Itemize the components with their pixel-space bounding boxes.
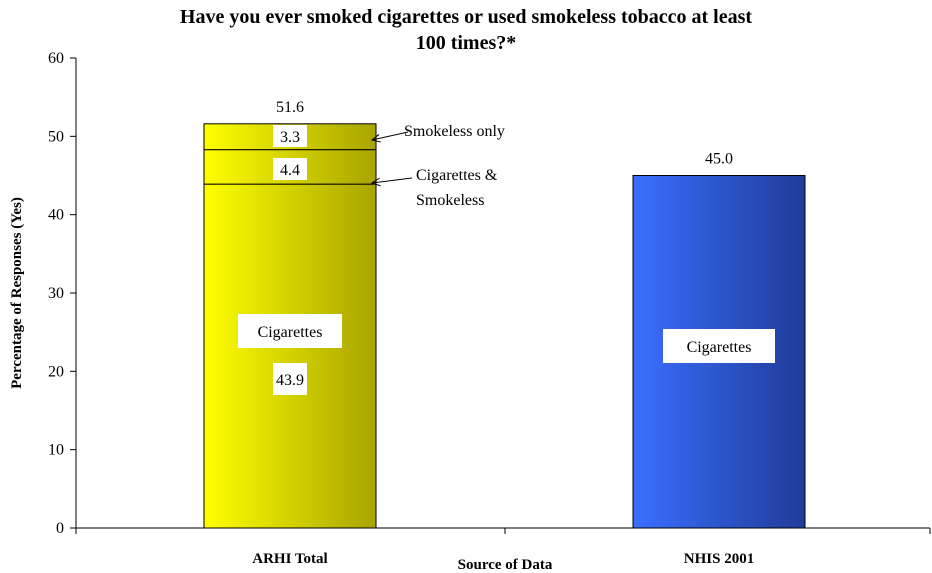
annotation-cig-smokeless-line1: Cigarettes & <box>416 167 498 184</box>
x-axis-title: Source of Data <box>458 557 553 573</box>
segment-name-label: Cigarettes <box>258 324 323 341</box>
segment-name-label-box <box>238 314 342 348</box>
y-tick-label: 10 <box>48 442 64 459</box>
annotation-smokeless-only: Smokeless only <box>404 123 505 140</box>
x-tick-label: ARHI Total <box>252 551 327 567</box>
cig-smokeless-arrow <box>371 177 413 184</box>
annotation-cig-smokeless-line2: Smokeless <box>416 192 484 209</box>
chart-title-line2: 100 times?* <box>415 32 517 54</box>
y-tick-label: 60 <box>48 50 64 67</box>
segment-value-label: 3.3 <box>280 129 300 146</box>
chart-title-line1: Have you ever smoked cigarettes or used … <box>179 6 753 28</box>
segment-value-label: 43.9 <box>276 372 304 389</box>
bar-segment <box>203 183 377 529</box>
segment-name-label-box <box>663 329 775 363</box>
x-tick-label: NHIS 2001 <box>684 551 754 567</box>
segment-value-label-box <box>273 363 307 395</box>
segment-value-label: 4.4 <box>280 162 300 179</box>
y-tick-label: 0 <box>56 520 64 537</box>
segment-value-label-box <box>273 125 307 147</box>
bar-total-label: 45.0 <box>705 151 733 168</box>
y-axis-title: Percentage of Responses (Yes) <box>9 197 25 389</box>
y-tick-label: 50 <box>48 128 64 145</box>
y-tick-label: 40 <box>48 207 64 224</box>
segment-value-label-box <box>273 158 307 180</box>
smokeless-only-arrow <box>371 131 409 141</box>
smokeless-only-arrow-head <box>370 134 381 143</box>
y-tick-label: 30 <box>48 285 64 302</box>
segment-name-label: Cigarettes <box>687 339 752 356</box>
bar-total-label: 51.6 <box>276 99 304 116</box>
cig-smokeless-arrow-head <box>370 177 381 187</box>
y-tick-label: 20 <box>48 363 64 380</box>
